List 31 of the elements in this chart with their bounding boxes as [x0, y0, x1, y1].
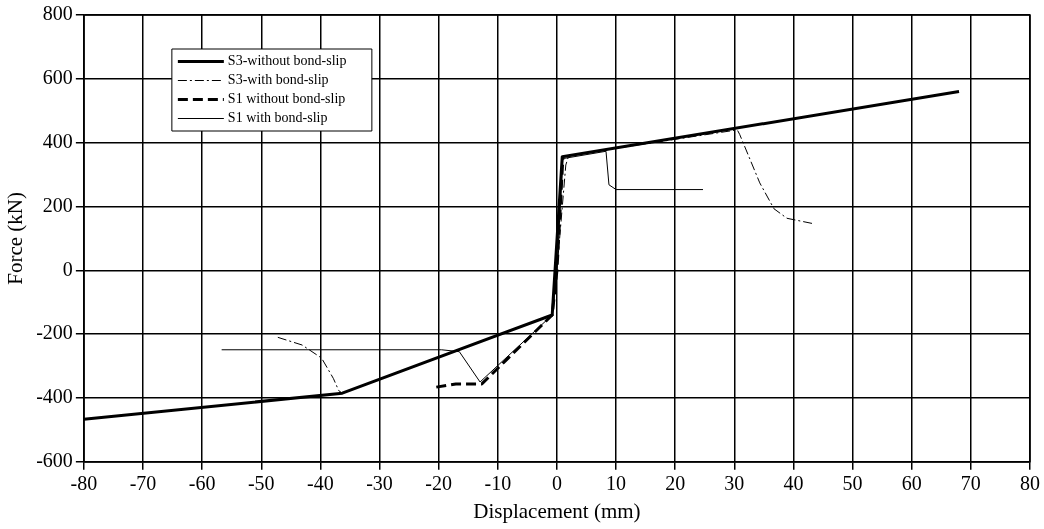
y-tick-label: 800 [42, 2, 73, 25]
y-tick-label: 400 [42, 129, 73, 152]
x-tick-label: -20 [425, 472, 452, 495]
x-tick-label: 0 [551, 472, 562, 495]
x-axis-title: Displacement (mm) [473, 498, 641, 523]
x-tick-label: -70 [129, 472, 157, 495]
y-tick-label: 600 [42, 66, 73, 89]
x-tick-label: -80 [70, 472, 98, 495]
x-tick-label: 20 [665, 472, 686, 495]
y-tick-label: -200 [36, 321, 73, 344]
x-tick-label: -30 [366, 472, 393, 495]
x-tick-label: 10 [606, 472, 627, 495]
y-tick-label: -600 [36, 449, 73, 472]
legend-label: S3-with bond-slip [227, 72, 329, 88]
x-tick-label: 70 [960, 472, 981, 495]
x-tick-label: 40 [783, 472, 804, 495]
legend-label: S3-without bond-slip [227, 53, 347, 69]
x-tick-label: 50 [842, 472, 863, 495]
legend-label: S1 without bond-slip [227, 91, 346, 107]
x-tick-label: 30 [724, 472, 745, 495]
y-tick-label: 0 [62, 257, 73, 280]
legend-label: S1 with bond-slip [227, 110, 328, 126]
y-axis-title: Force (kN) [3, 192, 28, 285]
y-tick-label: 200 [42, 193, 73, 216]
x-tick-label: 60 [901, 472, 922, 495]
x-tick-label: 80 [1020, 472, 1040, 495]
x-tick-label: -60 [188, 472, 216, 495]
x-tick-label: -40 [307, 472, 334, 495]
y-tick-label: -400 [36, 385, 73, 408]
x-tick-label: -10 [484, 472, 512, 495]
x-tick-label: -50 [247, 472, 275, 495]
